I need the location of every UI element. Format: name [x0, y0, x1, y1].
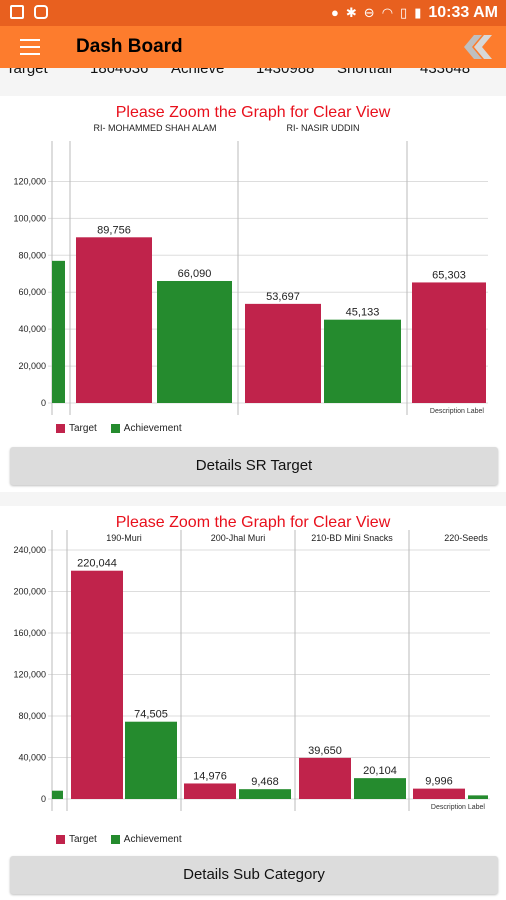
y-tick-label: 20,000	[18, 361, 46, 371]
data-label: 39,650	[308, 745, 342, 757]
data-label: 65,303	[432, 269, 466, 281]
data-label: 9,996	[425, 776, 453, 788]
app-bar-overlay: Dash Board	[0, 26, 506, 68]
y-tick-label: 240,000	[13, 545, 46, 555]
achievement-bar	[52, 790, 63, 799]
y-tick-label: 120,000	[13, 670, 46, 680]
wifi-icon: ◠	[381, 5, 394, 20]
location-icon: ●	[331, 5, 339, 20]
chart2-legend: Target Achievement	[56, 834, 182, 845]
achievement-bar	[157, 280, 232, 403]
details-sub-category-button[interactable]: Details Sub Category	[10, 856, 498, 894]
data-label: 45,133	[346, 307, 380, 319]
sub-category-chart[interactable]: 0 40,000 80,000 120,000 160,000 200,000 240,00…	[0, 530, 506, 830]
category-label: 190-Muri	[106, 533, 142, 543]
battery-icon: ▮	[414, 5, 422, 20]
y-tick-label: 40,000	[18, 753, 46, 763]
target-bar	[245, 303, 321, 403]
sr-target-chart[interactable]: 0 20,000 40,000 60,000 80,000 100,000 120,000 R…	[0, 120, 506, 420]
target-bar	[71, 570, 123, 799]
data-label: 74,505	[134, 709, 168, 721]
achievement-swatch	[110, 424, 120, 433]
y-tick-label: 80,000	[18, 250, 46, 260]
y-tick-label: 0	[41, 398, 46, 408]
legend-achievement: Achievement	[123, 423, 182, 434]
data-label: 220,044	[77, 558, 117, 570]
zoom-hint-2: Please Zoom the Graph for Clear View	[115, 514, 391, 531]
target-swatch	[56, 424, 65, 433]
achievement-bar	[468, 795, 488, 799]
data-label: 9,468	[251, 776, 279, 788]
legend-target: Target	[69, 834, 97, 845]
y-tick-label: 0	[41, 794, 46, 804]
sub-category-card: Please Zoom the Graph for Clear View 0 40…	[0, 506, 506, 900]
y-tick-label: 200,000	[13, 587, 46, 597]
description-label: Description Label	[430, 408, 485, 415]
y-tick-label: 80,000	[18, 711, 46, 721]
details-sr-target-button[interactable]: Details SR Target	[10, 447, 498, 485]
target-bar	[299, 757, 351, 799]
android-icon	[34, 5, 48, 19]
achievement-bar	[239, 789, 291, 799]
back-icon[interactable]	[460, 33, 492, 61]
dnd-icon: ⊖	[363, 5, 375, 20]
target-bar	[412, 282, 486, 403]
y-tick-label: 160,000	[13, 628, 46, 638]
data-label: 14,976	[193, 770, 227, 782]
y-tick-label: 60,000	[18, 287, 46, 297]
status-bar: ● ✱ ⊖ ◠ ▯ ▮ 10:33 AM	[0, 0, 506, 26]
data-label: 66,090	[178, 268, 212, 280]
menu-button[interactable]	[20, 39, 40, 55]
image-icon	[10, 5, 24, 19]
achievement-bar	[354, 778, 406, 799]
y-tick-label: 100,000	[13, 213, 46, 223]
chart1-legend: Target Achievement	[56, 423, 182, 434]
target-swatch	[56, 835, 65, 844]
y-tick-label: 40,000	[18, 324, 46, 334]
y-tick-label: 120,000	[13, 176, 46, 186]
achievement-swatch	[110, 835, 120, 844]
achievement-bar	[324, 319, 401, 403]
vibrate-icon: ▯	[400, 5, 408, 20]
status-time: 10:33 AM	[428, 4, 498, 21]
zoom-hint-1: Please Zoom the Graph for Clear View	[115, 104, 391, 121]
bluetooth-icon: ✱	[345, 5, 357, 20]
category-label: 210-BD Mini Snacks	[311, 533, 393, 543]
sr-target-card: Please Zoom the Graph for Clear View 0 20…	[0, 96, 506, 492]
achievement-bar	[52, 260, 65, 403]
data-label: 20,104	[363, 765, 397, 777]
legend-target: Target	[69, 423, 97, 434]
description-label: Description Label	[431, 804, 486, 811]
target-bar	[413, 788, 465, 799]
category-label: RI- NASIR UDDIN	[286, 123, 359, 133]
category-label: 200-Jhal Muri	[211, 533, 266, 543]
achievement-bar	[125, 721, 177, 799]
data-label: 53,697	[266, 291, 300, 303]
category-label: 220-Seeds	[444, 533, 488, 543]
app-title: Dash Board	[76, 36, 183, 57]
target-bar	[184, 783, 236, 799]
category-label: RI- MOHAMMED SHAH ALAM	[93, 123, 216, 133]
legend-achievement: Achievement	[123, 834, 182, 845]
target-bar	[76, 237, 152, 403]
data-label: 89,756	[97, 224, 131, 236]
